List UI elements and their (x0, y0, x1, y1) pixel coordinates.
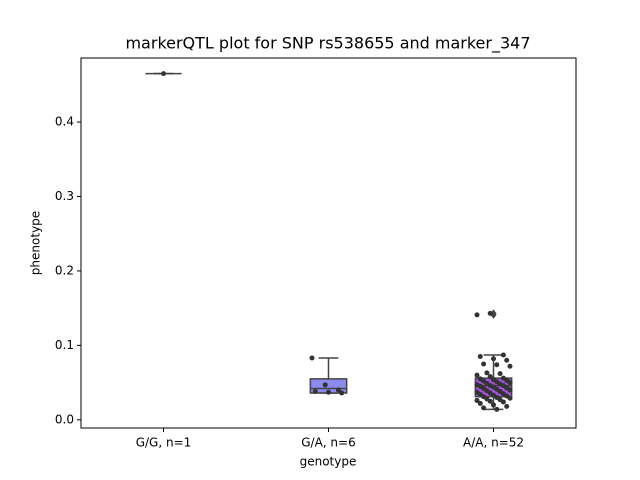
strip-point (477, 400, 483, 406)
strip-point (161, 71, 166, 77)
strip-point (507, 395, 513, 401)
strip-point (326, 389, 331, 395)
strip-point (339, 390, 345, 396)
y-tick-label: 0.0 (55, 412, 74, 426)
strip-point (474, 312, 480, 318)
x-tick-label: G/G, n=1 (136, 436, 192, 450)
strip-point (487, 310, 493, 316)
strip-point (335, 387, 341, 393)
strip-point (474, 372, 480, 378)
chart-title: markerQTL plot for SNP rs538655 and mark… (125, 34, 530, 54)
strip-point (312, 389, 318, 395)
y-tick-label: 0.1 (55, 338, 74, 352)
strip-point (477, 354, 483, 360)
strip-point (494, 406, 500, 412)
y-tick-label: 0.2 (55, 263, 74, 277)
strip-point (504, 403, 510, 409)
x-tick-label: G/A, n=6 (301, 436, 355, 450)
strip-point (322, 382, 328, 388)
strip-point (491, 402, 496, 408)
y-tick-label: 0.4 (55, 115, 74, 129)
strip-point (500, 399, 506, 405)
strip-point (487, 374, 493, 380)
strip-point (491, 356, 496, 362)
x-tick-label: A/A, n=52 (463, 436, 524, 450)
x-axis-label: genotype (300, 455, 357, 469)
strip-point (497, 371, 503, 377)
strip-point (507, 363, 513, 369)
strip-point (474, 397, 480, 403)
strip-point (507, 380, 513, 386)
strip-point (504, 357, 510, 363)
y-tick-label: 0.3 (55, 189, 74, 203)
strip-point (494, 362, 500, 368)
flier (490, 309, 497, 318)
strip-point (484, 370, 490, 376)
y-axis-label: phenotype (29, 211, 43, 275)
strip-point (481, 405, 487, 411)
strip-point (481, 361, 487, 367)
strip-point (507, 387, 513, 393)
strip-point (500, 352, 506, 358)
strip-point (487, 398, 493, 404)
strip-point (309, 355, 315, 361)
